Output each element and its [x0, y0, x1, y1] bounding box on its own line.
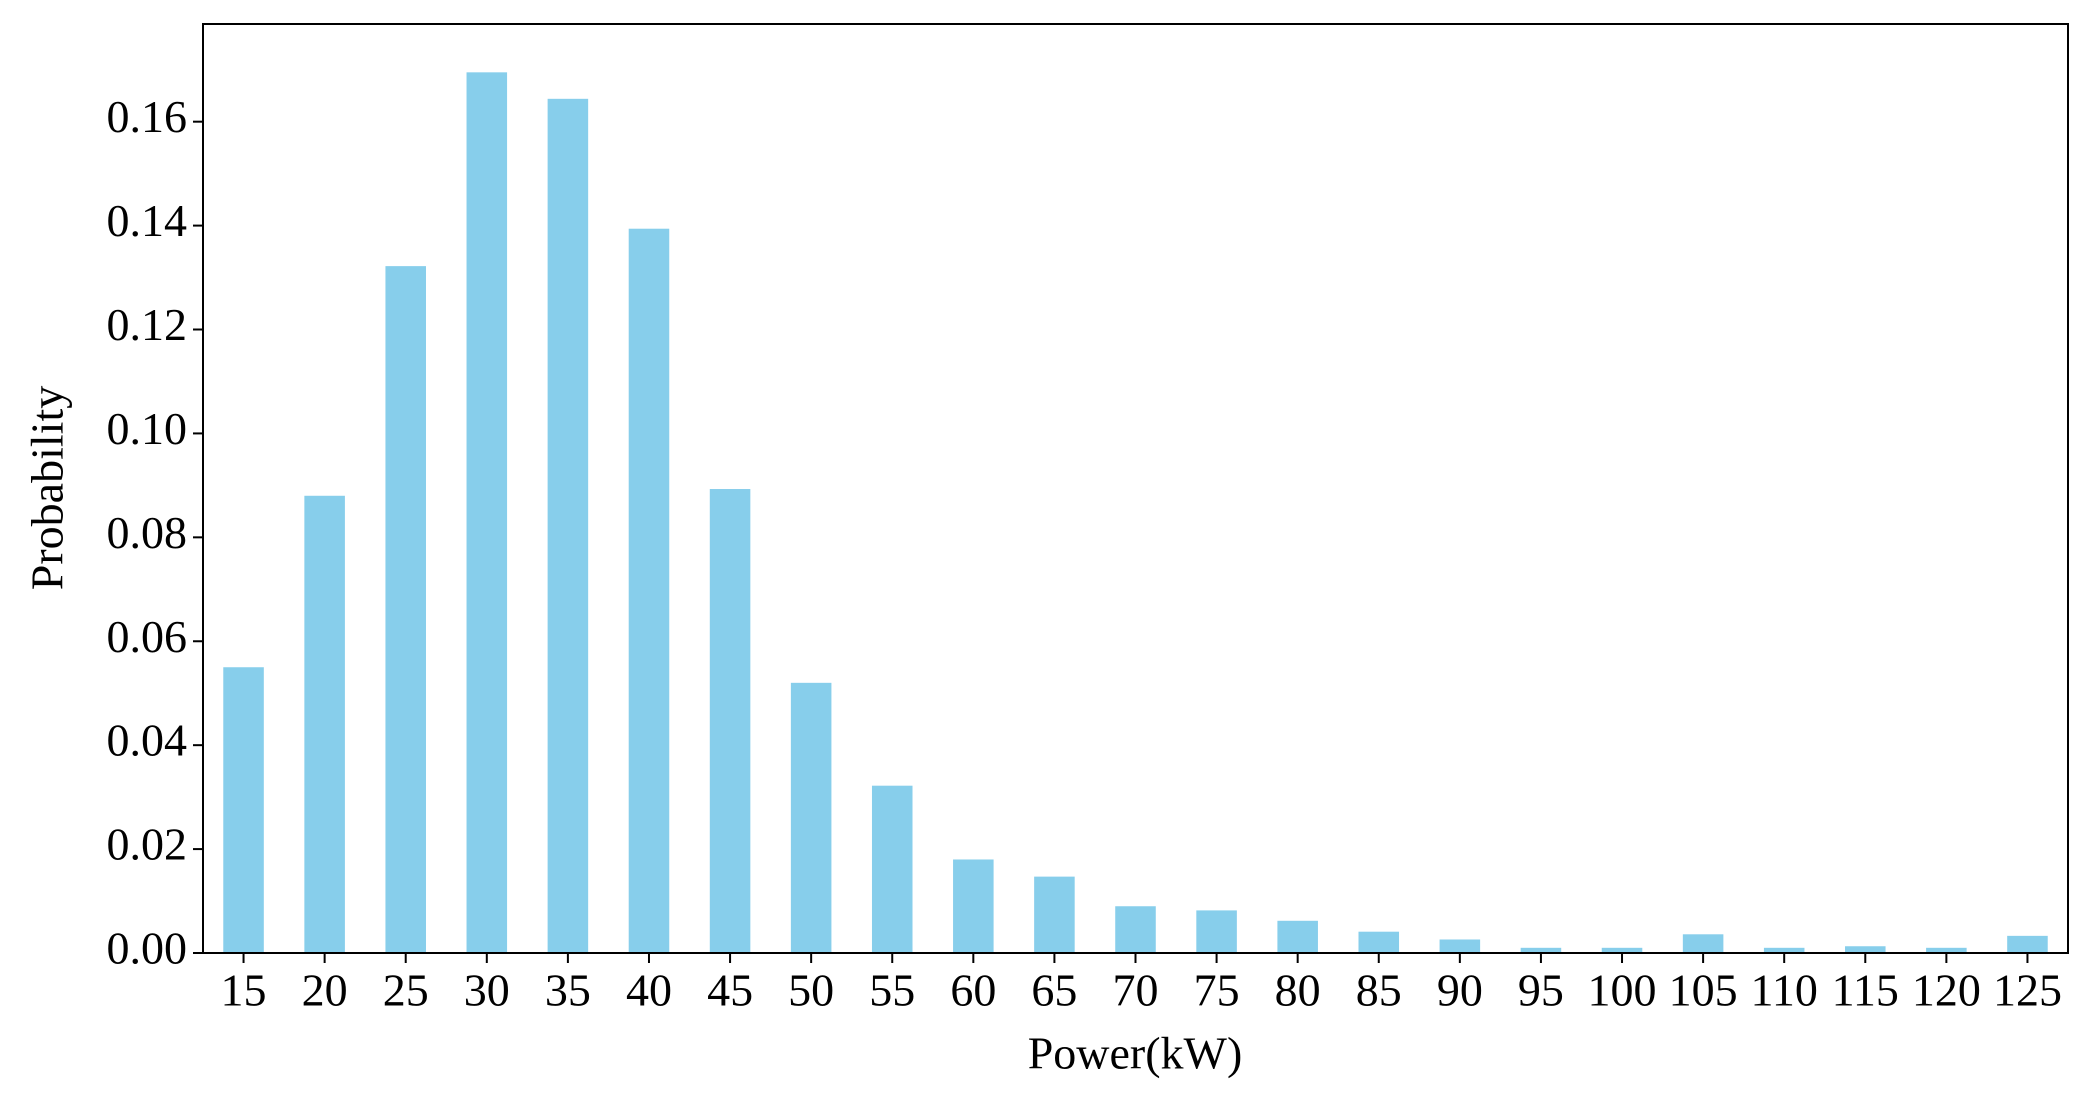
x-tick-label: 115 [1832, 965, 1899, 1016]
bar [2007, 935, 2048, 953]
bar [466, 72, 508, 953]
x-tick-label: 110 [1751, 965, 1818, 1016]
x-tick-label: 75 [1194, 965, 1240, 1016]
y-tick-label: 0.00 [107, 923, 188, 974]
y-tick-label: 0.12 [107, 299, 188, 350]
x-tick-label: 30 [464, 965, 510, 1016]
y-tick-label: 0.16 [107, 91, 188, 142]
x-tick-label: 100 [1588, 965, 1657, 1016]
y-tick-label: 0.06 [107, 611, 188, 662]
bar [1196, 910, 1237, 953]
x-tick-label: 50 [788, 965, 834, 1016]
x-tick-label: 45 [707, 965, 753, 1016]
x-tick-label: 120 [1912, 965, 1981, 1016]
x-tick-label: 85 [1356, 965, 1402, 1016]
bar [790, 682, 832, 953]
bar [1115, 906, 1156, 953]
bar [628, 228, 670, 953]
bar [1034, 876, 1075, 953]
bar [1520, 947, 1562, 953]
bar [1682, 934, 1724, 953]
bar [1926, 947, 1967, 953]
plot-frame [202, 23, 2069, 954]
bar [1601, 947, 1643, 953]
x-tick-label: 70 [1113, 965, 1159, 1016]
bar [547, 98, 589, 954]
x-tick-label: 65 [1031, 965, 1077, 1016]
x-axis-label: Power(kW) [1028, 1028, 1243, 1079]
bar [1358, 931, 1400, 953]
x-tick-label: 35 [545, 965, 591, 1016]
x-tick-label: 25 [383, 965, 429, 1016]
bar [953, 859, 994, 953]
x-tick-label: 15 [221, 965, 267, 1016]
bar [1277, 920, 1318, 953]
x-tick-label: 105 [1669, 965, 1738, 1016]
bar [871, 785, 913, 953]
y-tick-label: 0.10 [107, 403, 188, 454]
bar [709, 489, 751, 953]
x-tick-label: 55 [869, 965, 915, 1016]
y-tick-label: 0.02 [107, 819, 188, 870]
y-tick-label: 0.14 [107, 195, 188, 246]
x-tick-label: 80 [1275, 965, 1321, 1016]
bar [385, 266, 426, 953]
bar [1845, 946, 1886, 953]
x-tick-label: 95 [1518, 965, 1564, 1016]
y-axis-label: Probability [22, 386, 73, 590]
x-tick-label: 40 [626, 965, 672, 1016]
x-tick-label: 20 [302, 965, 348, 1016]
bar [223, 667, 264, 953]
bar [1763, 947, 1805, 953]
x-tick-label: 125 [1993, 965, 2062, 1016]
x-tick-label: 90 [1437, 965, 1483, 1016]
y-tick-label: 0.08 [107, 507, 188, 558]
x-tick-label: 60 [950, 965, 996, 1016]
bar [304, 495, 345, 953]
bar [1439, 939, 1481, 953]
y-tick-label: 0.04 [107, 715, 188, 766]
